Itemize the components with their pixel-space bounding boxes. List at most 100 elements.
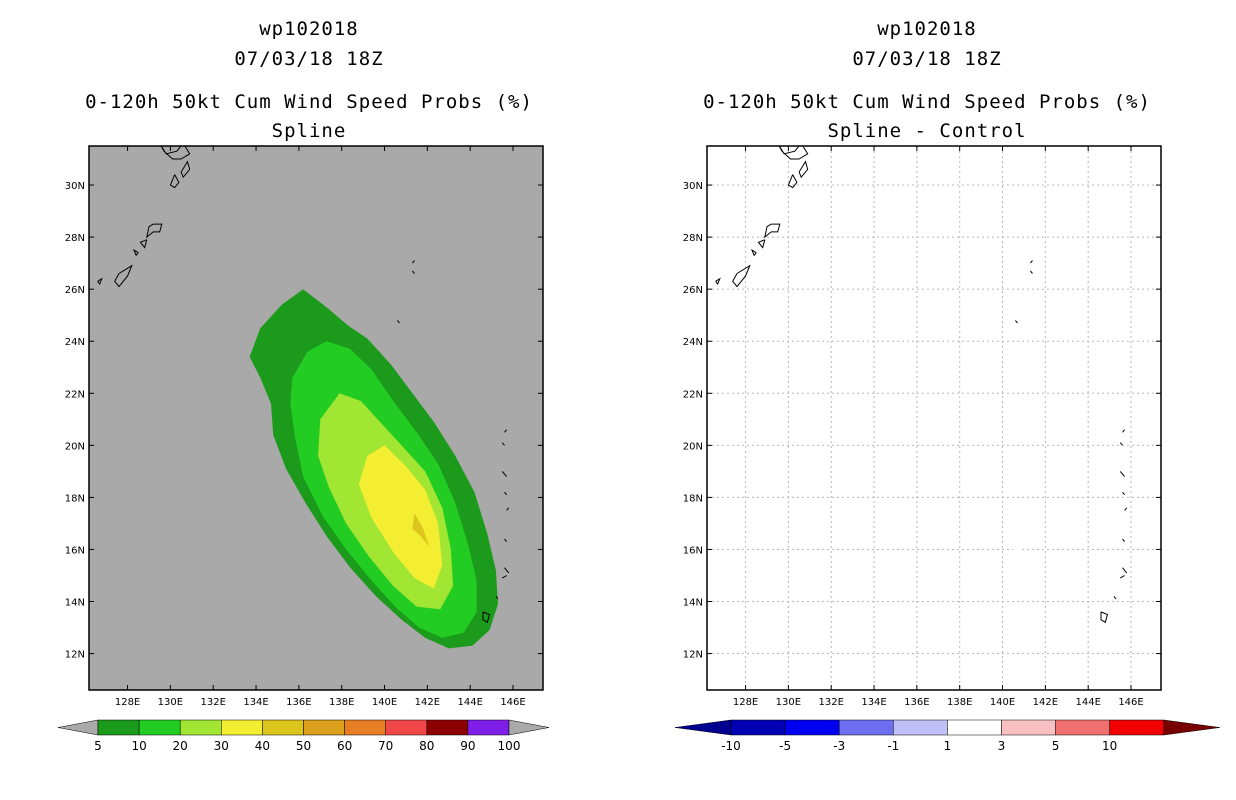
x-tick-label: 140E: [372, 697, 397, 708]
contour-1: [1011, 424, 1020, 435]
colorbar-swatch: [1109, 719, 1165, 736]
colorbar: 5 10 20 30 40 50 60 70 80 90 100: [57, 719, 550, 753]
axis-ticks: [89, 146, 543, 690]
y-tick-label: 26N: [65, 285, 85, 296]
colorbar-label: 3: [998, 739, 1006, 753]
colorbar-label: 5: [94, 739, 102, 753]
x-tick-label: 142E: [415, 697, 440, 708]
colorbar-label: -3: [833, 739, 845, 753]
colorbar-swatch: [1001, 719, 1056, 736]
island-outline: [1119, 471, 1125, 477]
y-tick-label: 22N: [683, 389, 703, 400]
island-outline: [146, 223, 163, 239]
island-outline: [1015, 320, 1018, 324]
island-outline: [160, 146, 191, 160]
x-tick-label: 134E: [243, 697, 268, 708]
x-tick-label: 136E: [904, 697, 929, 708]
island-outline: [1100, 611, 1109, 624]
island-outline: [1122, 567, 1128, 574]
island-outline: [778, 146, 809, 160]
colorbar-swatch: [784, 719, 840, 736]
colorbar: -10 -5 -3 -1 1 3 5 10: [674, 719, 1220, 753]
right-title-line3: 0-120h 50kt Cum Wind Speed Probs (%): [703, 91, 1151, 113]
colorbar-swatch: [838, 719, 894, 736]
x-tick-label: 128E: [733, 697, 758, 708]
colorbar-label: 100: [498, 739, 521, 753]
island-outline: [787, 174, 798, 189]
island-outline: [798, 160, 809, 179]
y-tick-label: 12N: [65, 650, 85, 661]
colorbar-swatch: [467, 719, 510, 736]
y-tick-label: 22N: [65, 389, 85, 400]
colorbar-label: 50: [296, 739, 311, 753]
island-outline: [502, 575, 507, 579]
y-tick-label: 24N: [65, 337, 85, 348]
left-title-line3: 0-120h 50kt Cum Wind Speed Probs (%): [85, 91, 533, 113]
island-outline: [732, 264, 751, 288]
x-tick-label: 144E: [457, 697, 482, 708]
colorbar-label: 1: [944, 739, 952, 753]
x-tick-label: 130E: [776, 697, 801, 708]
island-outline: [1120, 575, 1125, 579]
x-tick-label: 134E: [861, 697, 886, 708]
y-tick-label: 18N: [683, 493, 703, 504]
colorbar-below-arrow: [57, 719, 99, 736]
colorbar-above-arrow: [1163, 719, 1220, 736]
colorbar-swatch: [426, 719, 469, 736]
colorbar-label: 90: [460, 739, 475, 753]
colorbar-label: -5: [779, 739, 791, 753]
panel-1: 128E 130E 132E 134E 136E 138E 140E 142E 144E 146E…: [57, 145, 550, 753]
colorbar-above-arrow: [508, 719, 550, 736]
x-tick-label: 146E: [1118, 697, 1143, 708]
island-outline: [1122, 538, 1125, 542]
contour-1: [1045, 492, 1050, 495]
right-title-line1: wp102018: [877, 18, 977, 40]
island-outline: [139, 239, 148, 249]
island-outline: [397, 320, 400, 324]
x-tick-label: 138E: [947, 697, 972, 708]
coastlines: [715, 146, 1128, 624]
x-tick-label: 132E: [819, 697, 844, 708]
island-outline: [132, 248, 139, 257]
island-outline: [1119, 442, 1123, 446]
panel-2: 128E 130E 132E 134E 136E 138E 140E 142E 144E 146E…: [674, 145, 1220, 753]
coastlines: [97, 146, 510, 624]
y-tick-label: 20N: [65, 441, 85, 452]
colorbar-swatch: [97, 719, 140, 736]
island-outline: [757, 239, 766, 249]
probability-contours: [904, 403, 1050, 555]
left-title-line2: 07/03/18 18Z: [234, 48, 384, 70]
y-tick-label: 30N: [65, 181, 85, 192]
x-tick-label: 130E: [158, 697, 183, 708]
x-tick-label: 132E: [201, 697, 226, 708]
x-tick-label: 138E: [329, 697, 354, 708]
y-tick-label: 30N: [683, 181, 703, 192]
x-tick-label: 142E: [1033, 697, 1058, 708]
colorbar-swatch: [179, 719, 222, 736]
island-outline: [715, 277, 721, 285]
right-title-line2: 07/03/18 18Z: [852, 48, 1002, 70]
x-tick-label: 136E: [286, 697, 311, 708]
grid: [707, 146, 1161, 690]
colorbar-swatch: [138, 719, 181, 736]
y-tick-label: 28N: [65, 233, 85, 244]
island-outline: [1124, 507, 1128, 511]
contour-1: [1013, 544, 1020, 555]
island-outline: [1122, 429, 1125, 433]
right-title-line4: Spline - Control: [827, 120, 1027, 142]
island-outline: [504, 429, 507, 433]
island-outline: [506, 507, 510, 511]
y-tick-label: 16N: [683, 545, 703, 556]
y-tick-label: 14N: [65, 598, 85, 609]
colorbar-label: -10: [721, 739, 741, 753]
contour-1: [968, 429, 973, 438]
y-tick-label: 28N: [683, 233, 703, 244]
colorbar-swatch: [344, 719, 386, 736]
left-title-line4: Spline: [271, 120, 347, 142]
map-background: [707, 146, 1161, 690]
colorbar-label: 10: [131, 739, 146, 753]
island-outline: [504, 491, 507, 496]
y-tick-label: 20N: [683, 441, 703, 452]
y-tick-label: 26N: [683, 285, 703, 296]
